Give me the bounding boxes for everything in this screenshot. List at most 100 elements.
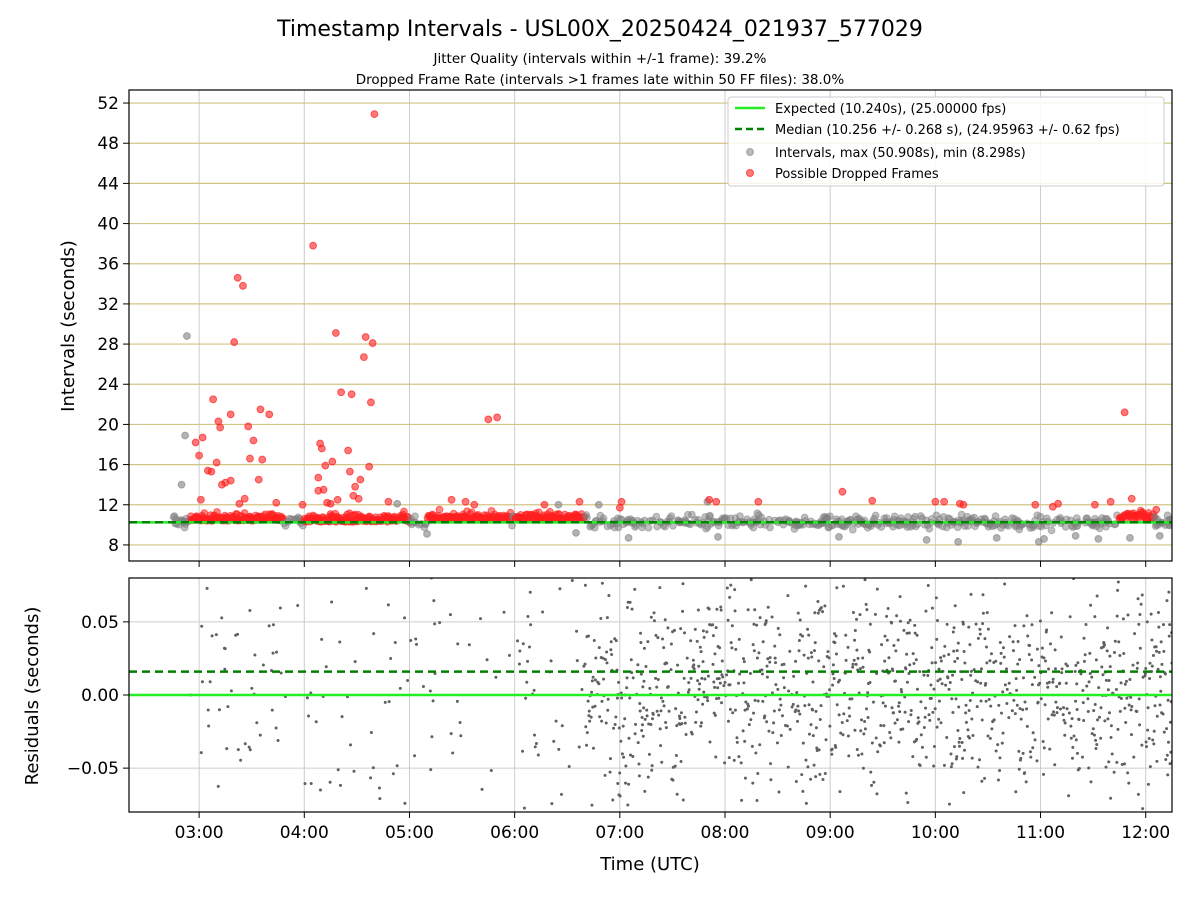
residual-point <box>720 659 724 663</box>
residual-point <box>988 659 992 663</box>
residual-point <box>751 643 755 647</box>
residual-point <box>705 630 709 634</box>
residual-point <box>395 764 399 768</box>
residual-point <box>598 715 602 719</box>
residual-point <box>1023 700 1027 704</box>
residual-point <box>614 715 618 719</box>
residual-point <box>521 642 525 646</box>
interval-point <box>594 500 603 509</box>
residual-point <box>674 754 678 758</box>
residual-point <box>674 707 678 711</box>
residual-point <box>575 629 579 633</box>
residual-point <box>458 721 462 725</box>
residual-point <box>591 705 595 709</box>
residual-point <box>908 618 912 622</box>
residual-point <box>937 717 941 721</box>
residual-point <box>733 708 737 712</box>
residual-point <box>686 690 690 694</box>
residual-point <box>955 649 959 653</box>
residual-point <box>954 757 958 761</box>
x-axis-label: Time (UTC) <box>599 854 700 875</box>
residual-point <box>1059 707 1063 711</box>
residual-point <box>1031 731 1035 735</box>
residual-point <box>966 728 970 732</box>
residual-point <box>534 742 538 746</box>
residual-point <box>795 691 799 695</box>
residual-point <box>615 696 619 700</box>
residual-point <box>592 639 596 643</box>
residual-point <box>236 748 240 752</box>
residual-point <box>1119 697 1123 701</box>
residual-point <box>1016 640 1020 644</box>
dropped-frame-point <box>461 497 470 506</box>
residual-point <box>892 643 896 647</box>
residual-point <box>868 681 872 685</box>
residual-point <box>830 752 834 756</box>
residual-point <box>1046 717 1050 721</box>
residual-point <box>883 659 887 663</box>
residual-point <box>1120 763 1124 767</box>
residual-point <box>957 744 961 748</box>
residual-point <box>386 603 390 607</box>
residual-point <box>223 667 227 671</box>
residual-point <box>1169 750 1172 754</box>
residual-point <box>801 741 805 745</box>
residual-point <box>834 745 838 749</box>
residual-point <box>620 696 624 700</box>
residual-point <box>760 668 764 672</box>
residual-point <box>631 754 635 758</box>
residual-point <box>518 649 522 653</box>
residual-point <box>1089 780 1093 784</box>
residual-point <box>1107 760 1111 764</box>
residual-point <box>914 658 918 662</box>
residual-point <box>872 780 876 784</box>
residual-point <box>818 718 822 722</box>
residual-point <box>962 748 966 752</box>
residual-point <box>806 765 810 769</box>
residual-point <box>984 699 988 703</box>
residual-point <box>905 631 909 635</box>
residual-point <box>851 610 855 614</box>
residual-point <box>1140 743 1144 747</box>
residual-point <box>200 680 204 684</box>
residual-point <box>958 736 962 740</box>
residual-point <box>590 690 594 694</box>
residual-point <box>583 583 587 587</box>
residual-point <box>1059 635 1063 639</box>
residual-point <box>935 637 939 641</box>
residual-point <box>687 681 691 685</box>
residual-point <box>890 621 894 625</box>
interval-point <box>583 513 591 522</box>
dropped-frame-point <box>359 353 368 362</box>
residual-point <box>1005 687 1009 691</box>
x-tick-label: 10:00 <box>911 823 960 843</box>
residual-point <box>957 705 961 709</box>
residual-point <box>585 743 589 747</box>
residual-point <box>1101 673 1105 677</box>
dropped-frame-point <box>470 500 479 509</box>
residual-point <box>641 734 645 738</box>
residual-point <box>630 607 634 611</box>
residual-point <box>253 653 257 657</box>
residual-point <box>960 741 964 745</box>
residual-point <box>1127 703 1131 707</box>
residual-point <box>904 667 908 671</box>
residual-point <box>662 704 666 708</box>
residual-point <box>1015 688 1019 692</box>
residual-point <box>866 691 870 695</box>
interval-point <box>766 523 774 532</box>
residual-point <box>940 682 944 686</box>
residual-point <box>922 725 926 729</box>
interval-point <box>954 538 963 546</box>
residual-point <box>801 634 805 638</box>
residual-point <box>1129 708 1133 712</box>
residual-point <box>640 729 644 733</box>
residual-point <box>864 602 868 606</box>
residual-point <box>684 732 688 736</box>
residual-point <box>1042 772 1046 776</box>
residual-point <box>349 743 353 747</box>
residual-point <box>803 704 807 708</box>
residual-point <box>567 765 571 769</box>
residual-point <box>1118 653 1122 657</box>
residual-point <box>967 625 971 629</box>
